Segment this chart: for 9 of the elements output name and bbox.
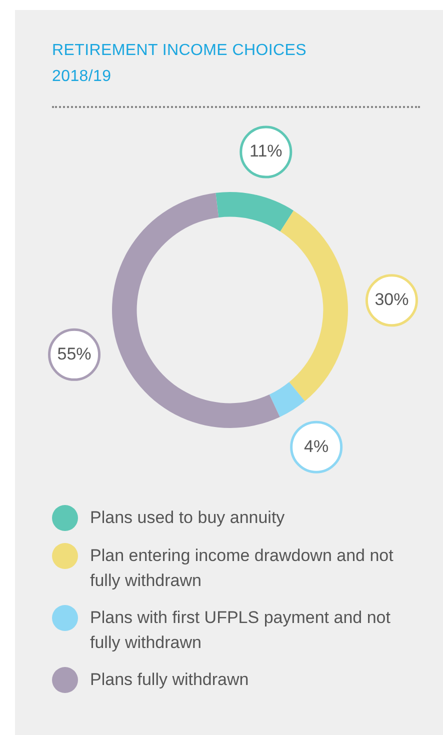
data-label: 30% [374, 290, 409, 310]
legend-label: Plans with first UFPLS payment and not fully withdrawn [90, 607, 392, 654]
data-label: 11% [250, 142, 282, 161]
legend-label: Plans fully withdrawn [90, 669, 249, 691]
data-label: 4% [304, 436, 329, 456]
data-label: 55% [57, 344, 92, 364]
legend-label: Plans used to buy annuity [90, 507, 285, 529]
chart-title: RETIREMENT INCOME CHOICES 2018/19 [52, 41, 308, 87]
legend-label: Plan entering income drawdown and not fully withdrawn [90, 545, 394, 592]
